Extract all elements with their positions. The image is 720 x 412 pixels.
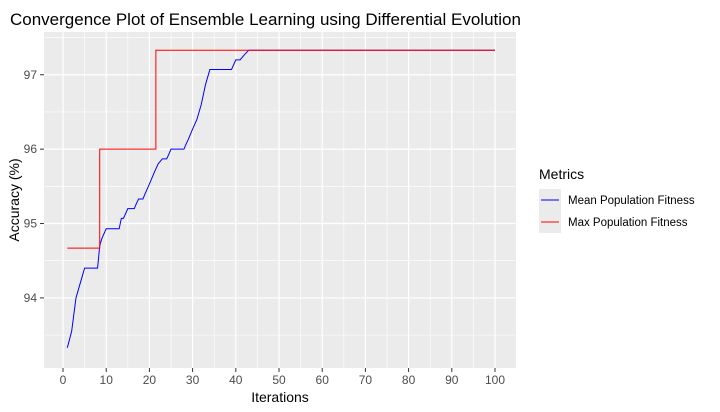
x-tick-label: 20	[143, 373, 157, 387]
y-axis-title: Accuracy (%)	[6, 158, 22, 241]
legend-label: Mean Population Fitness	[568, 195, 695, 207]
x-tick-label: 40	[229, 373, 243, 387]
grid-lines	[44, 32, 516, 368]
x-tick-label: 10	[100, 373, 114, 387]
x-tick-label: 60	[316, 373, 330, 387]
x-tick-label: 80	[402, 373, 416, 387]
x-axis-title: Iterations	[251, 389, 309, 405]
chart-title: Convergence Plot of Ensemble Learning us…	[10, 10, 521, 29]
y-tick-label: 95	[24, 217, 38, 231]
axis-ticks: 0 10 20 30 40 50 60 70 80 90 100 94 95 96 97	[24, 68, 506, 387]
x-tick-label: 90	[445, 373, 459, 387]
x-tick-label: 70	[359, 373, 373, 387]
series-line-mean-fitness	[66, 49, 495, 348]
x-tick-label: 30	[186, 373, 200, 387]
legend-title: Metrics	[539, 166, 584, 182]
series-line-max-fitness	[67, 49, 495, 249]
y-tick-label: 97	[24, 68, 38, 82]
x-tick-label: 50	[272, 373, 286, 387]
legend: Metrics Mean Population Fitness Max Popul…	[539, 166, 695, 233]
x-tick-label: 0	[60, 373, 67, 387]
series-lines	[66, 49, 495, 348]
plot-panel	[44, 32, 516, 368]
legend-label: Max Population Fitness	[568, 217, 688, 229]
x-tick-label: 100	[485, 373, 505, 387]
y-tick-label: 94	[24, 291, 38, 305]
y-tick-label: 96	[24, 142, 38, 156]
